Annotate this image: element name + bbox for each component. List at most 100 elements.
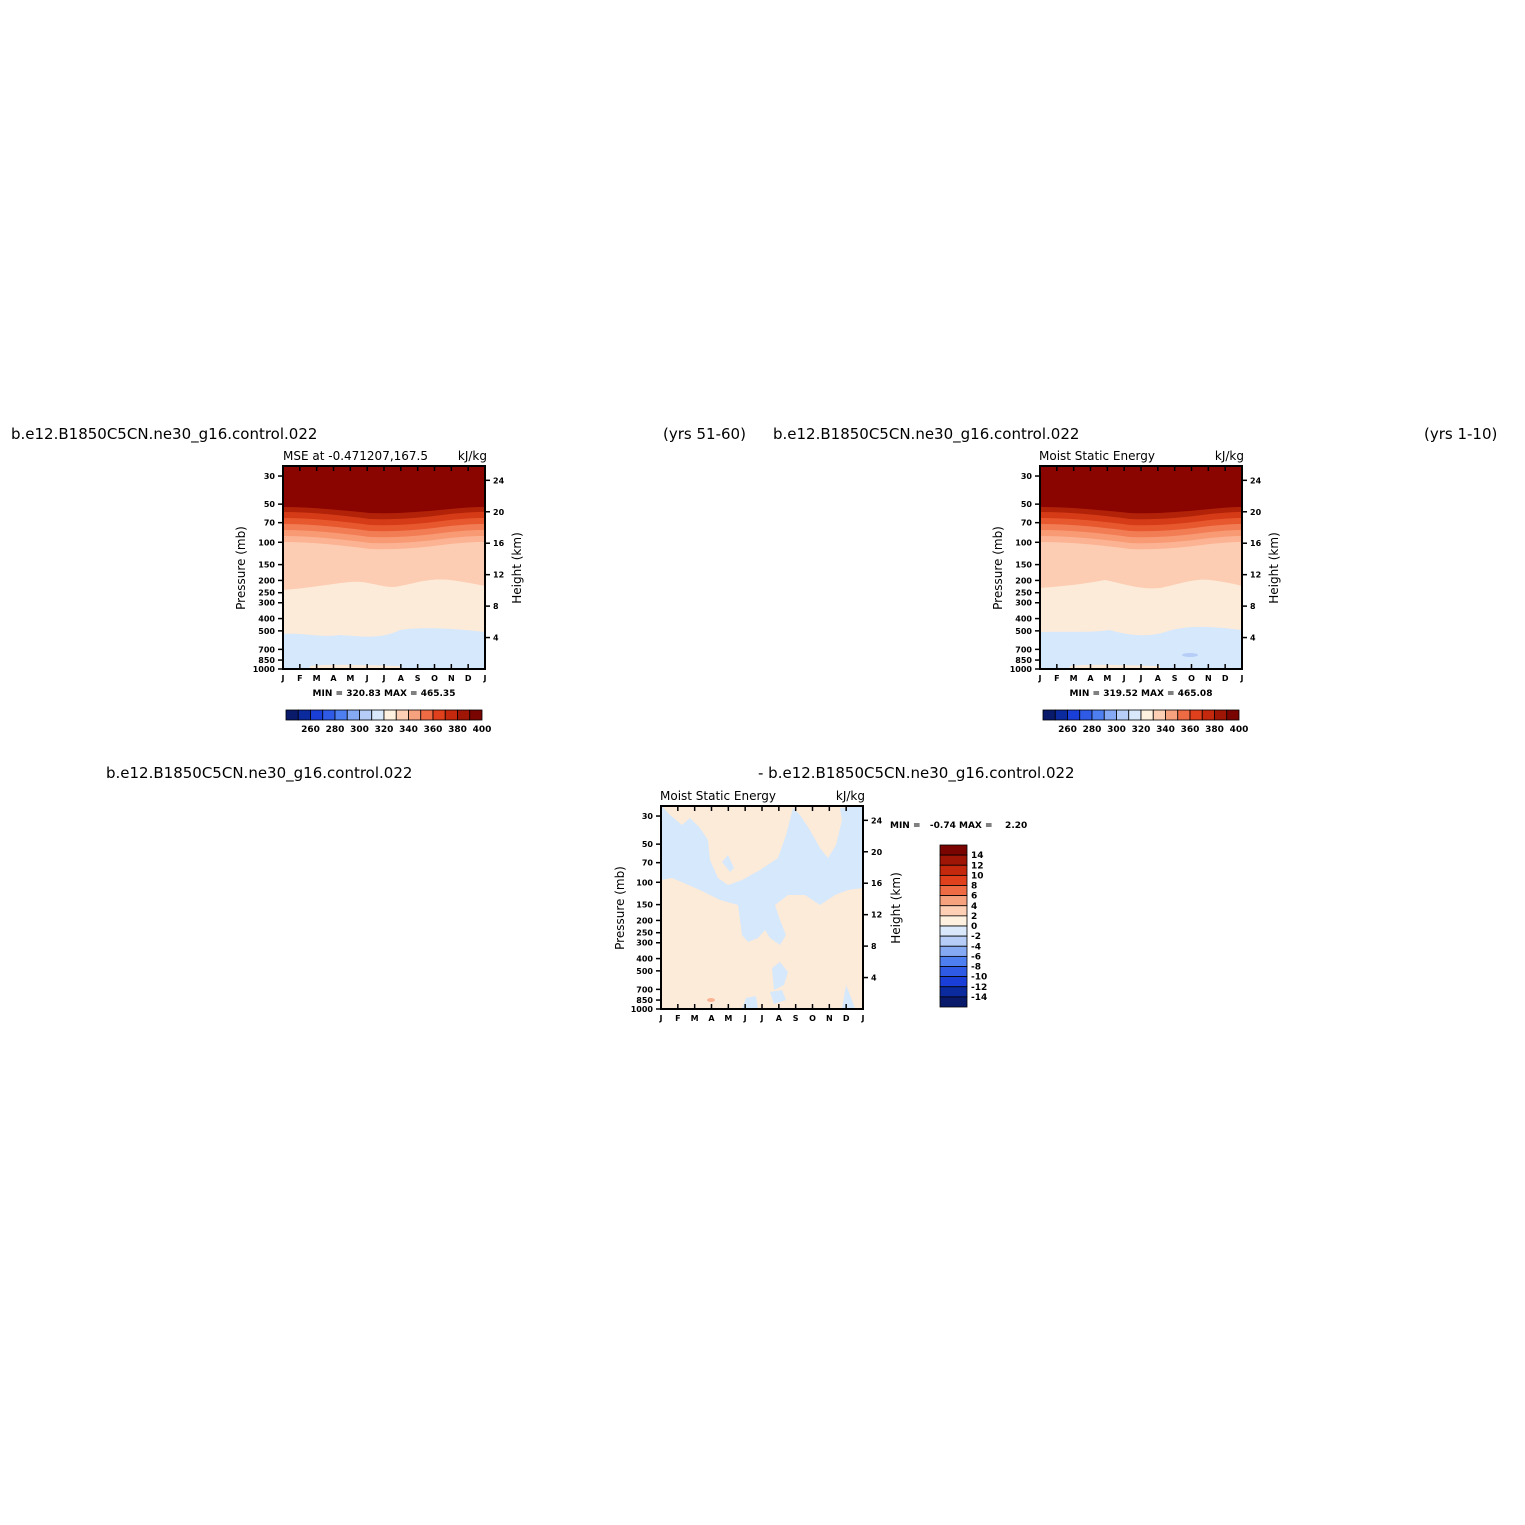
colorbar-label: 12 xyxy=(971,861,984,871)
colorbar-label: 260 xyxy=(1058,725,1077,735)
colorbar-label: 320 xyxy=(375,725,394,735)
panel3-month-tick-label: F xyxy=(675,1014,680,1023)
panel1-month-tick-label: A xyxy=(398,674,405,683)
panel1-height-tick-label: 20 xyxy=(493,508,505,517)
panel1-pressure-tick-label: 300 xyxy=(258,599,275,608)
colorbar-swatch xyxy=(1091,709,1105,721)
panel3-left-title: Moist Static Energy xyxy=(660,789,776,803)
panel2-month-tick-label: N xyxy=(1205,674,1212,683)
colorbar-swatch xyxy=(1214,709,1228,721)
panel3-month-tick-label: J xyxy=(743,1014,747,1023)
colorbar-swatch xyxy=(322,709,336,721)
panel2-pressure-tick-label: 400 xyxy=(1015,615,1032,624)
panel1-pressure-tick-label: 250 xyxy=(258,589,275,598)
colorbar-label: 340 xyxy=(1156,725,1175,735)
colorbar-swatch xyxy=(334,709,348,721)
colorbar-label: 2 xyxy=(971,912,977,922)
panel2-month-tick-label: D xyxy=(1222,674,1229,683)
panel1-month-tick-label: A xyxy=(330,674,337,683)
panel3-height-tick-label: 8 xyxy=(871,942,877,951)
colorbar-label: -6 xyxy=(971,952,981,962)
colorbar-swatch xyxy=(1116,709,1130,721)
panel2-height-tick-label: 20 xyxy=(1250,508,1262,517)
panel1-height-tick-label: 12 xyxy=(493,571,504,580)
colorbar-swatch xyxy=(939,915,968,927)
colorbar-swatch xyxy=(1067,709,1081,721)
colorbar-swatch xyxy=(939,885,968,897)
panel2-month-tick-label: M xyxy=(1070,674,1078,683)
colorbar-swatch xyxy=(1189,709,1203,721)
colorbar-swatch xyxy=(1103,709,1117,721)
panel3-pressure-tick-label: 70 xyxy=(642,859,654,868)
panel2-height-tick-label: 8 xyxy=(1250,602,1256,611)
panel2-month-tick-label: J xyxy=(1240,674,1244,683)
panel3-month-tick-label: A xyxy=(708,1014,715,1023)
panel2-height-tick-label: 12 xyxy=(1250,571,1261,580)
panel1-pressure-tick-label: 30 xyxy=(264,472,276,481)
panel1-pressure-tick-label: 50 xyxy=(264,500,276,509)
panel3-month-tick-label: J xyxy=(659,1014,663,1023)
colorbar-label: 400 xyxy=(473,725,492,735)
panel3-month-tick-label: O xyxy=(809,1014,816,1023)
panel2-height-tick-label: 24 xyxy=(1250,476,1262,485)
panel2-pressure-tick-label: 30 xyxy=(1021,472,1033,481)
colorbar-label: 0 xyxy=(971,922,977,932)
panel1-units: kJ/kg xyxy=(458,449,487,463)
panel2-units: kJ/kg xyxy=(1215,449,1244,463)
colorbar-swatch xyxy=(469,709,483,721)
colorbar-swatch xyxy=(444,709,458,721)
colorbar-label: -4 xyxy=(971,942,981,952)
colorbar-label: 4 xyxy=(971,902,977,912)
colorbar-swatch xyxy=(939,895,968,907)
colorbar-swatch xyxy=(359,709,373,721)
panel1-pressure-tick-label: 700 xyxy=(258,645,275,654)
panel1-stats: MIN = 320.83 MAX = 465.35 xyxy=(313,689,456,699)
panel3-pressure-tick-label: 250 xyxy=(636,929,653,938)
panel2-height-tick-label: 16 xyxy=(1250,539,1262,548)
panel2-pressure-tick-label: 70 xyxy=(1021,519,1033,528)
colorbar-swatch xyxy=(939,935,968,947)
panel1-month-tick-label: D xyxy=(465,674,472,683)
panel1-month-tick-label: J xyxy=(281,674,285,683)
panel1-month-tick-label: J xyxy=(483,674,487,683)
colorbar-swatch xyxy=(395,709,409,721)
panel1-height-tick-label: 16 xyxy=(493,539,505,548)
panel3-pressure-label: Pressure (mb) xyxy=(613,866,627,950)
colorbar-swatch xyxy=(432,709,446,721)
colorbar-swatch xyxy=(939,996,968,1008)
panel1-pressure-label: Pressure (mb) xyxy=(234,526,248,610)
panel2-case-name: b.e12.B1850C5CN.ne30_g16.control.022 xyxy=(773,425,1080,443)
panel1-month-tick-label: N xyxy=(448,674,455,683)
panel2-pressure-tick-label: 1000 xyxy=(1010,665,1033,674)
panel3-pressure-tick-label: 100 xyxy=(636,878,653,887)
colorbar-swatch xyxy=(1226,709,1240,721)
panel2-pressure-label: Pressure (mb) xyxy=(991,526,1005,610)
panel2-ticks xyxy=(1035,466,1247,670)
colorbar-swatch xyxy=(371,709,385,721)
panel1-month-tick-label: M xyxy=(346,674,354,683)
colorbar-label: 280 xyxy=(326,725,345,735)
panel2-month-tick-label: M xyxy=(1103,674,1111,683)
panel3-pressure-tick-label: 300 xyxy=(636,939,653,948)
panel3-month-tick-label: N xyxy=(826,1014,833,1023)
panel3-month-tick-label: D xyxy=(843,1014,850,1023)
panel1-height-tick-label: 4 xyxy=(493,634,499,643)
panel1-pressure-tick-label: 500 xyxy=(258,627,275,636)
colorbar-label: 340 xyxy=(399,725,418,735)
panel2-month-tick-label: A xyxy=(1155,674,1162,683)
panel1-month-tick-label: J xyxy=(365,674,369,683)
colorbar-label: 8 xyxy=(971,882,977,892)
panel3-month-tick-label: M xyxy=(724,1014,732,1023)
colorbar-swatch xyxy=(1152,709,1166,721)
panel1-pressure-tick-label: 200 xyxy=(258,576,275,585)
panel3-pressure-tick-label: 200 xyxy=(636,916,653,925)
panel1-month-tick-label: O xyxy=(431,674,438,683)
panel2-pressure-tick-label: 250 xyxy=(1015,589,1032,598)
panel3-height-tick-label: 16 xyxy=(871,879,883,888)
colorbar-swatch xyxy=(285,709,299,721)
colorbar-label: 320 xyxy=(1132,725,1151,735)
panel1-height-tick-label: 8 xyxy=(493,602,499,611)
panel1-case-name: b.e12.B1850C5CN.ne30_g16.control.022 xyxy=(11,425,318,443)
colorbar-swatch xyxy=(1177,709,1191,721)
